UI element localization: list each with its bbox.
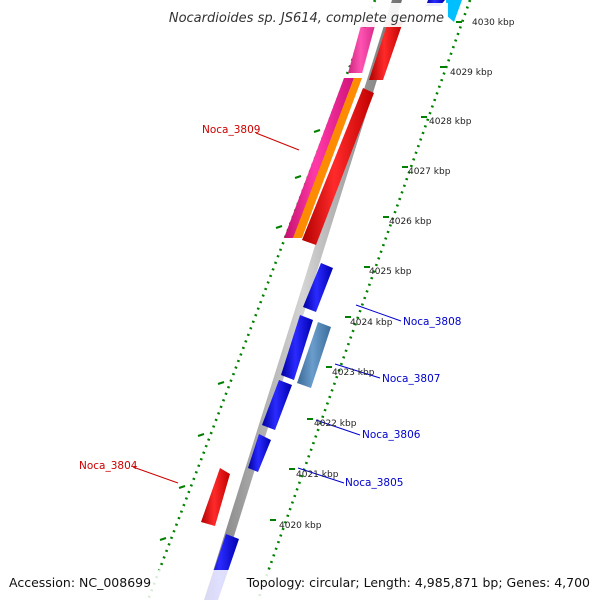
gene-features-outer	[201, 22, 376, 526]
footer-backdrop	[0, 570, 600, 600]
tick-label: 4026 kbp	[389, 217, 432, 227]
gene-label-noca-3807: Noca_3807	[382, 373, 440, 385]
gene-magenta-top	[348, 22, 376, 73]
gene-label-noca-3809: Noca_3809	[202, 124, 260, 136]
leader-noca-3806	[315, 419, 361, 436]
gene-noca-3804	[201, 468, 230, 526]
gene-noca-3806	[262, 380, 292, 430]
gene-noca-3807	[297, 322, 331, 388]
leader-noca-3804	[132, 466, 179, 484]
genome-backbone	[204, 0, 402, 600]
inner-dotted-track	[256, 0, 472, 600]
tick-label: 4027 kbp	[408, 167, 451, 177]
leader-noca-3808	[355, 304, 402, 322]
tick-label: 4029 kbp	[450, 68, 493, 78]
tick-label: 4028 kbp	[429, 117, 472, 127]
gene-magenta-long	[284, 78, 354, 238]
gene-label-noca-3804: Noca_3804	[79, 460, 138, 472]
tick-label: 4023 kbp	[332, 368, 375, 378]
gene-labels: Noca_3809 Noca_3808 Noca_3807 Noca_3806 …	[79, 124, 461, 489]
title-backdrop	[150, 3, 448, 27]
ruler-tick-labels: 4030 kbp 4029 kbp 4028 kbp 4027 kbp 4026…	[279, 18, 515, 531]
gene-noca-3809-cds	[302, 88, 374, 245]
tick-label: 4021 kbp	[296, 470, 339, 480]
gene-noca-3805	[248, 434, 271, 472]
genome-title: Nocardioides sp. JS614, complete genome	[169, 11, 444, 26]
gene-label-noca-3808: Noca_3808	[403, 316, 461, 328]
tick-label: 4022 kbp	[314, 419, 357, 429]
gene-label-noca-3806: Noca_3806	[362, 429, 421, 441]
leader-noca-3805	[297, 467, 345, 484]
gene-noca-3808	[303, 263, 333, 312]
gene-orange-long	[293, 78, 362, 238]
leader-noca-3809	[255, 132, 300, 151]
leader-noca-3807	[334, 363, 381, 379]
tick-label: 4020 kbp	[279, 521, 322, 531]
inner-track-dashes	[270, 21, 462, 521]
genome-summary-text: Topology: circular; Length: 4,985,871 bp…	[246, 575, 590, 590]
gene-label-noca-3805: Noca_3805	[345, 477, 403, 489]
gene-red-top	[369, 22, 403, 80]
tick-label: 4025 kbp	[369, 267, 412, 277]
tick-label: 4024 kbp	[350, 318, 393, 328]
gene-features-inner	[204, 0, 462, 600]
outer-track-dashes	[159, 129, 321, 541]
gene-cyan-top	[446, 0, 462, 22]
tick-label: 4030 kbp	[472, 18, 515, 28]
label-leaders	[132, 132, 402, 484]
accession-text: Accession: NC_008699	[9, 575, 151, 590]
gene-blue-a	[281, 315, 313, 380]
